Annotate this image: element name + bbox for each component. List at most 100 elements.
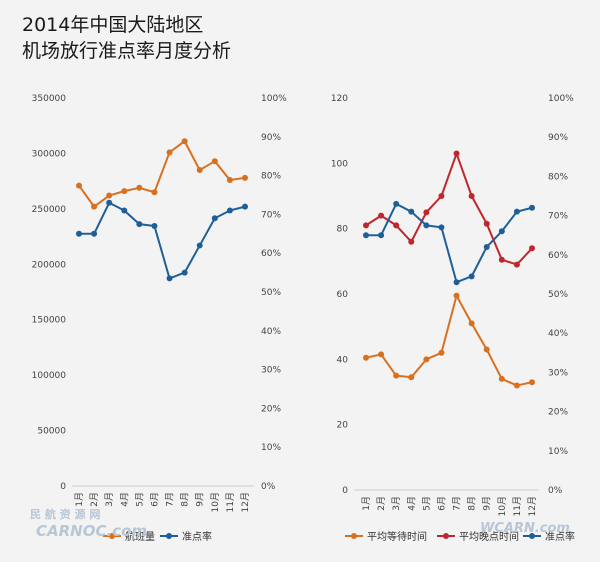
- legend-swatch-dot: [529, 533, 535, 539]
- y-left-tick-label: 100: [331, 159, 348, 169]
- data-point: [513, 382, 520, 389]
- x-tick-label: 11月: [512, 496, 523, 516]
- data-point: [468, 193, 475, 199]
- data-point: [196, 242, 203, 249]
- data-point: [106, 192, 113, 199]
- title-line-1: 2014年中国大陆地区: [22, 14, 204, 36]
- data-point: [121, 207, 128, 214]
- data-point: [242, 203, 248, 210]
- data-point: [76, 230, 82, 237]
- series-line: [365, 294, 533, 387]
- y-right-tick-label: 60%: [261, 249, 281, 259]
- y-right-tick-label: 90%: [261, 133, 281, 143]
- y-left-tick-label: 300000: [32, 149, 67, 159]
- y-right-tick-label: 10%: [548, 447, 568, 457]
- data-point: [363, 222, 369, 229]
- y-left-tick-label: 60: [337, 290, 349, 300]
- x-tick-label: 6月: [149, 492, 160, 507]
- watermark-left-en: CARNOC.com: [36, 522, 147, 540]
- y-right-tick-label: 0%: [261, 482, 276, 492]
- x-tick-label: 2月: [89, 492, 100, 507]
- data-point: [453, 150, 460, 157]
- title-line-2: 机场放行准点率月度分析: [22, 40, 232, 62]
- y-left-tick-label: 50000: [37, 427, 66, 437]
- y-right-tick-label: 40%: [261, 327, 281, 337]
- x-tick-label: 11月: [225, 492, 236, 512]
- y-right-tick-label: 50%: [548, 290, 568, 300]
- series-line: [366, 202, 533, 284]
- data-point: [76, 182, 82, 189]
- x-tick-label: 4月: [119, 492, 130, 507]
- x-tick-label: 12月: [527, 496, 538, 516]
- chart-wait-delay-punctuality: 0 20 40 60 80 100 120 0% 10% 20% 30% 40% 50% 60% 70% 80…: [331, 94, 575, 543]
- data-point: [438, 224, 445, 231]
- data-point: [121, 188, 128, 195]
- watermarks: 民 航 资 源 网 CARNOC.com WCARN.com: [30, 507, 570, 540]
- y-right-tick-label: 20%: [548, 408, 568, 418]
- data-point: [483, 220, 490, 227]
- data-point: [136, 221, 143, 228]
- data-point: [529, 379, 535, 386]
- series-line: [365, 152, 533, 266]
- y-right-tick-label: 0%: [548, 486, 563, 496]
- y-right-tick-label: 100%: [548, 94, 574, 104]
- y-left-tick-label: 80: [337, 225, 349, 235]
- data-point: [483, 243, 490, 250]
- data-point: [423, 222, 430, 229]
- y-left-tick-label: 150000: [32, 316, 67, 326]
- y-right-tick-label: 40%: [548, 329, 568, 339]
- data-point: [136, 184, 143, 191]
- data-point: [468, 320, 475, 327]
- legend-swatch-dot: [109, 533, 115, 539]
- data-point: [166, 149, 173, 156]
- x-tick-label: 8月: [467, 496, 478, 511]
- y-left-tick-label: 250000: [32, 205, 67, 215]
- y-right-tick-label: 80%: [261, 172, 281, 182]
- y-right-tick-label: 20%: [261, 404, 281, 414]
- data-point: [106, 199, 113, 206]
- y-right-tick-label: 100%: [261, 94, 287, 104]
- chart-flights-punctuality: 0 50000 100000 150000 200000 250000 300000 3500…: [32, 94, 288, 543]
- data-point: [529, 245, 535, 252]
- data-point: [91, 203, 98, 210]
- data-point: [393, 222, 400, 229]
- data-point: [378, 232, 385, 239]
- y-right-tick-label: 10%: [261, 443, 281, 453]
- data-point: [498, 375, 505, 382]
- data-point: [226, 207, 233, 214]
- legend-label: 平均晚点时间: [459, 530, 519, 543]
- data-point: [408, 374, 415, 381]
- y-right-tick-label: 80%: [548, 172, 568, 182]
- data-point: [211, 215, 218, 222]
- data-point: [363, 354, 369, 361]
- data-point: [226, 177, 233, 184]
- data-point: [438, 349, 445, 356]
- data-point: [513, 208, 520, 215]
- legend-label: 航班量: [125, 530, 155, 543]
- x-tick-label: 10月: [497, 496, 508, 516]
- data-point: [408, 238, 415, 245]
- data-point: [378, 212, 385, 219]
- data-point: [498, 228, 505, 235]
- legend-label: 准点率: [182, 530, 212, 543]
- y-left-tick-label: 120: [331, 94, 348, 104]
- data-point: [423, 356, 430, 363]
- x-tick-label: 7月: [452, 496, 463, 511]
- legend-swatch-dot: [351, 533, 357, 539]
- data-point: [151, 223, 158, 230]
- data-point: [378, 351, 385, 358]
- x-tick-label: 5月: [421, 496, 432, 511]
- x-tick-label: 1月: [361, 496, 372, 511]
- data-point: [151, 189, 158, 196]
- y-left-tick-label: 200000: [32, 260, 67, 270]
- series-line: [78, 140, 246, 208]
- data-point: [91, 230, 98, 237]
- data-point: [498, 256, 505, 263]
- x-tick-label: 6月: [436, 496, 447, 511]
- y-right-tick-label: 60%: [548, 251, 568, 261]
- data-point: [468, 273, 475, 280]
- y-right-tick-label: 50%: [261, 288, 281, 298]
- data-point: [438, 193, 445, 199]
- chart-title: 2014年中国大陆地区 机场放行准点率月度分析: [22, 12, 231, 64]
